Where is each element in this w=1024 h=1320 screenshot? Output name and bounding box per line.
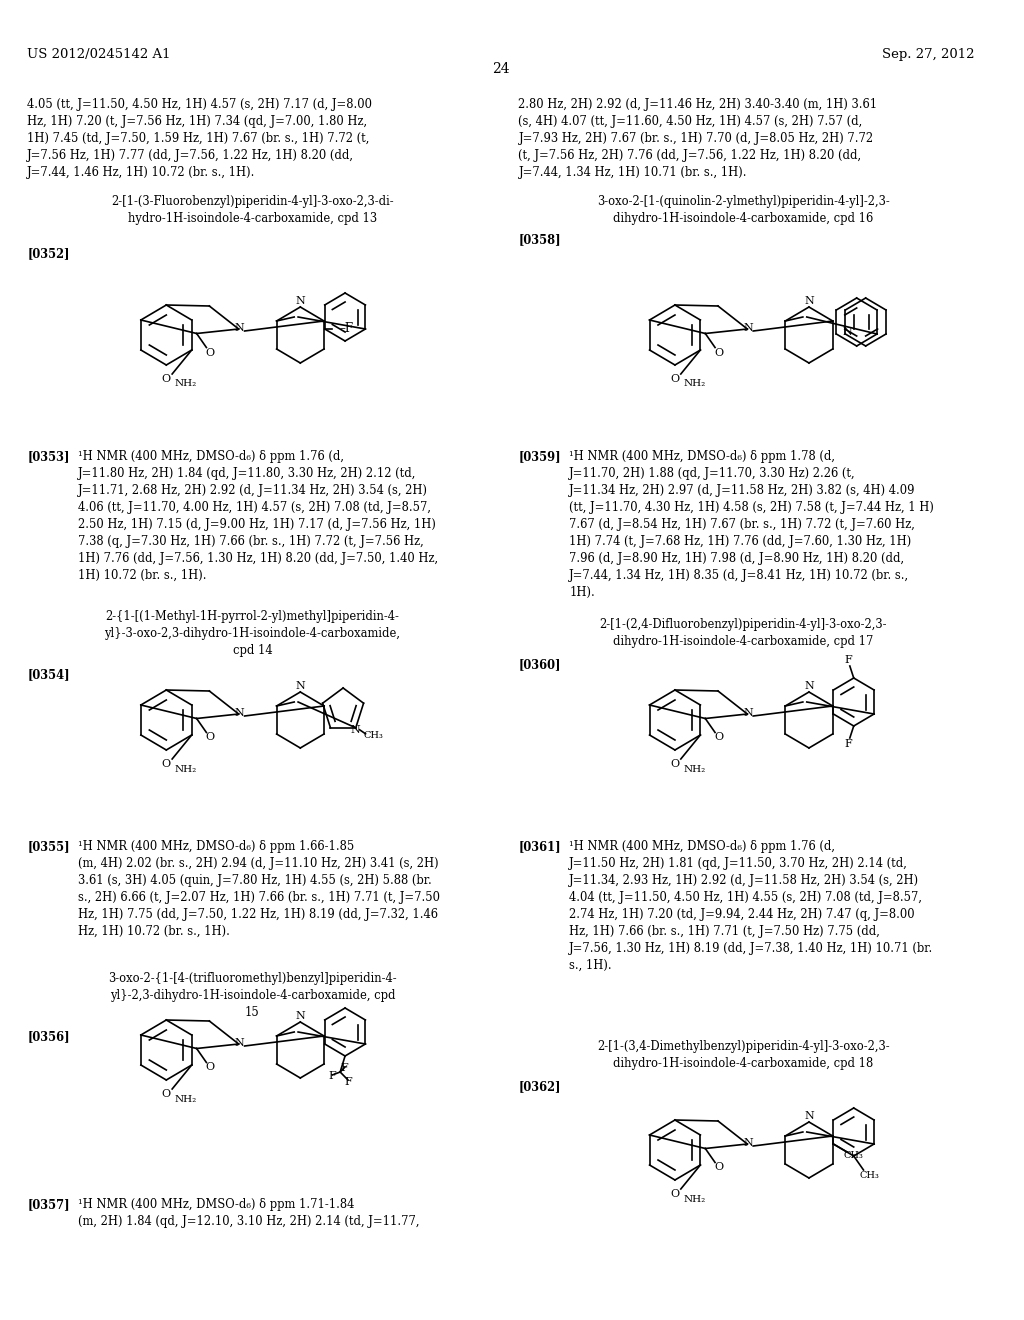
Text: [0359]: [0359] <box>518 450 561 463</box>
Text: N: N <box>351 725 360 735</box>
Text: 2-[1-(3,4-Dimethylbenzyl)piperidin-4-yl]-3-oxo-2,3-
dihydro-1H-isoindole-4-carbo: 2-[1-(3,4-Dimethylbenzyl)piperidin-4-yl]… <box>597 1040 890 1071</box>
Text: ¹H NMR (400 MHz, DMSO-d₆) δ ppm 1.66-1.85
(m, 4H) 2.02 (br. s., 2H) 2.94 (d, J=1: ¹H NMR (400 MHz, DMSO-d₆) δ ppm 1.66-1.8… <box>78 840 440 939</box>
Text: NH₂: NH₂ <box>683 380 706 388</box>
Text: NH₂: NH₂ <box>175 764 197 774</box>
Text: O: O <box>206 1063 215 1072</box>
Text: CH₃: CH₃ <box>843 1151 863 1160</box>
Text: O: O <box>715 1163 724 1172</box>
Text: US 2012/0245142 A1: US 2012/0245142 A1 <box>28 48 171 61</box>
Text: N: N <box>234 323 245 333</box>
Text: ¹H NMR (400 MHz, DMSO-d₆) δ ppm 1.76 (d,
J=11.50 Hz, 2H) 1.81 (qd, J=11.50, 3.70: ¹H NMR (400 MHz, DMSO-d₆) δ ppm 1.76 (d,… <box>569 840 934 972</box>
Text: 24: 24 <box>492 62 510 77</box>
Text: CH₃: CH₃ <box>364 731 383 741</box>
Text: NH₂: NH₂ <box>683 1195 706 1204</box>
Text: O: O <box>206 347 215 358</box>
Text: O: O <box>162 374 171 384</box>
Text: N: N <box>234 1038 245 1048</box>
Text: N: N <box>743 708 754 718</box>
Text: –F: –F <box>339 322 353 335</box>
Text: N: N <box>296 296 305 306</box>
Text: [0357]: [0357] <box>28 1199 70 1210</box>
Text: ¹H NMR (400 MHz, DMSO-d₆) δ ppm 1.76 (d,
J=11.80 Hz, 2H) 1.84 (qd, J=11.80, 3.30: ¹H NMR (400 MHz, DMSO-d₆) δ ppm 1.76 (d,… <box>78 450 438 582</box>
Text: [0361]: [0361] <box>518 840 561 853</box>
Text: Sep. 27, 2012: Sep. 27, 2012 <box>882 48 974 61</box>
Text: F: F <box>340 1063 348 1073</box>
Text: 2-{1-[(1-Methyl-1H-pyrrol-2-yl)methyl]piperidin-4-
yl}-3-oxo-2,3-dihydro-1H-isoi: 2-{1-[(1-Methyl-1H-pyrrol-2-yl)methyl]pi… <box>104 610 400 657</box>
Text: [0355]: [0355] <box>28 840 70 853</box>
Text: N: N <box>843 327 852 337</box>
Text: NH₂: NH₂ <box>175 380 197 388</box>
Text: 3-oxo-2-[1-(quinolin-2-ylmethyl)piperidin-4-yl]-2,3-
dihydro-1H-isoindole-4-carb: 3-oxo-2-[1-(quinolin-2-ylmethyl)piperidi… <box>597 195 890 224</box>
Text: O: O <box>671 1189 680 1199</box>
Text: [0353]: [0353] <box>28 450 70 463</box>
Text: ¹H NMR (400 MHz, DMSO-d₆) δ ppm 1.78 (d,
J=11.70, 2H) 1.88 (qd, J=11.70, 3.30 Hz: ¹H NMR (400 MHz, DMSO-d₆) δ ppm 1.78 (d,… <box>569 450 934 599</box>
Text: [0358]: [0358] <box>518 234 561 246</box>
Text: ¹H NMR (400 MHz, DMSO-d₆) δ ppm 1.71-1.84
(m, 2H) 1.84 (qd, J=12.10, 3.10 Hz, 2H: ¹H NMR (400 MHz, DMSO-d₆) δ ppm 1.71-1.8… <box>78 1199 420 1228</box>
Text: 3-oxo-2-{1-[4-(trifluoromethyl)benzyl]piperidin-4-
yl}-2,3-dihydro-1H-isoindole-: 3-oxo-2-{1-[4-(trifluoromethyl)benzyl]pi… <box>109 972 396 1019</box>
Text: 4.05 (tt, J=11.50, 4.50 Hz, 1H) 4.57 (s, 2H) 7.17 (d, J=8.00
Hz, 1H) 7.20 (t, J=: 4.05 (tt, J=11.50, 4.50 Hz, 1H) 4.57 (s,… <box>28 98 373 180</box>
Text: O: O <box>715 347 724 358</box>
Text: [0354]: [0354] <box>28 668 70 681</box>
Text: N: N <box>743 1138 754 1148</box>
Text: N: N <box>296 1011 305 1020</box>
Text: [0356]: [0356] <box>28 1030 70 1043</box>
Text: [0362]: [0362] <box>518 1080 561 1093</box>
Text: O: O <box>671 759 680 770</box>
Text: O: O <box>206 733 215 742</box>
Text: 2.80 Hz, 2H) 2.92 (d, J=11.46 Hz, 2H) 3.40-3.40 (m, 1H) 3.61
(s, 4H) 4.07 (tt, J: 2.80 Hz, 2H) 2.92 (d, J=11.46 Hz, 2H) 3.… <box>518 98 878 180</box>
Text: N: N <box>296 681 305 690</box>
Text: O: O <box>162 759 171 770</box>
Text: N: N <box>234 708 245 718</box>
Text: [0352]: [0352] <box>28 247 70 260</box>
Text: NH₂: NH₂ <box>683 764 706 774</box>
Text: N: N <box>804 681 814 690</box>
Text: F: F <box>844 655 852 665</box>
Text: O: O <box>715 733 724 742</box>
Text: O: O <box>162 1089 171 1100</box>
Text: CH₃: CH₃ <box>859 1172 880 1180</box>
Text: N: N <box>804 296 814 306</box>
Text: F: F <box>844 739 852 748</box>
Text: N: N <box>743 323 754 333</box>
Text: F: F <box>344 1077 352 1086</box>
Text: 2-[1-(2,4-Difluorobenzyl)piperidin-4-yl]-3-oxo-2,3-
dihydro-1H-isoindole-4-carbo: 2-[1-(2,4-Difluorobenzyl)piperidin-4-yl]… <box>600 618 887 648</box>
Text: N: N <box>804 1111 814 1121</box>
Text: F: F <box>329 1071 336 1081</box>
Text: 2-[1-(3-Fluorobenzyl)piperidin-4-yl]-3-oxo-2,3-di-
hydro-1H-isoindole-4-carboxam: 2-[1-(3-Fluorobenzyl)piperidin-4-yl]-3-o… <box>111 195 393 224</box>
Text: NH₂: NH₂ <box>175 1094 197 1104</box>
Text: O: O <box>671 374 680 384</box>
Text: [0360]: [0360] <box>518 657 561 671</box>
